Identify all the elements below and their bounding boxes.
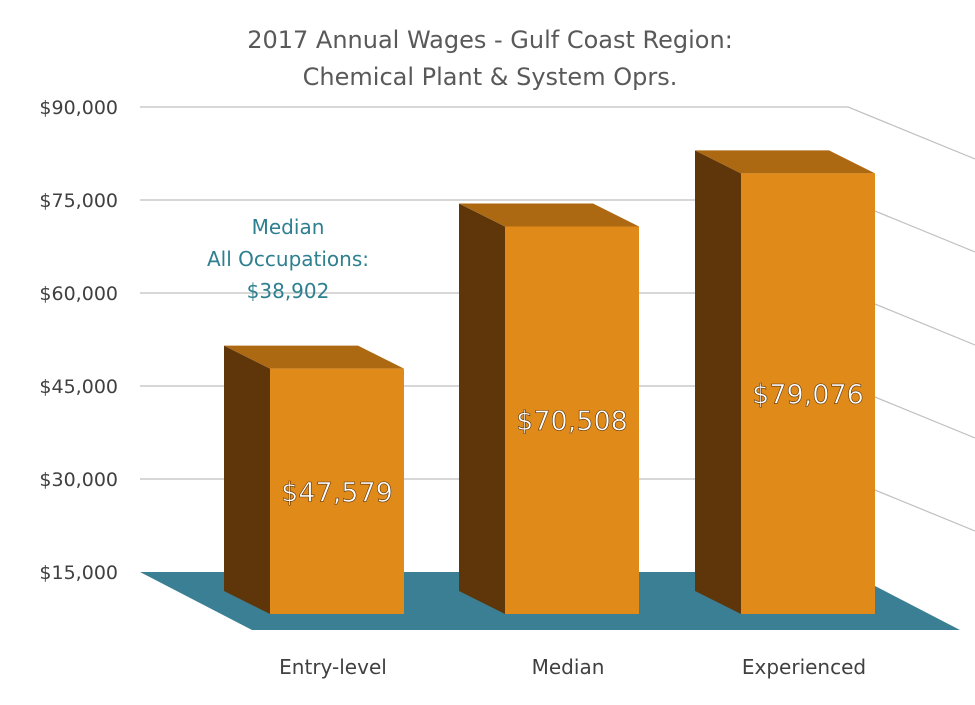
x-category-label: Median — [532, 655, 605, 679]
bar-top-face — [459, 203, 639, 227]
gridline — [140, 106, 975, 160]
bar-top-face — [224, 345, 404, 369]
bar-data-label: $47,579 — [281, 477, 393, 508]
bar-data-label: $79,076 — [752, 380, 864, 411]
bar-front-face — [741, 173, 875, 614]
bar-side-face — [459, 203, 505, 615]
annotation-line-1: Median — [252, 215, 325, 239]
y-tick-label: $60,000 — [39, 283, 118, 305]
bars: $47,579 $70,508 $79,076 — [224, 150, 875, 615]
annotation-median-all-occupations: Median All Occupations: $38,902 — [207, 215, 369, 303]
bar-median: $70,508 — [459, 203, 639, 615]
bar-side-face — [695, 150, 741, 614]
bar-entry-level: $47,579 — [224, 345, 404, 614]
chart-title: 2017 Annual Wages - Gulf Coast Region: — [247, 26, 733, 54]
bar-front-face — [505, 226, 639, 615]
y-tick-label: $30,000 — [39, 469, 118, 491]
x-category-label: Entry-level — [279, 655, 387, 679]
bar-front-face — [270, 368, 404, 614]
x-category-label: Experienced — [742, 655, 866, 679]
y-tick-label: $90,000 — [39, 97, 118, 119]
y-tick-label: $15,000 — [39, 562, 118, 584]
annotation-line-2: All Occupations: — [207, 247, 369, 271]
y-axis-ticks: $15,000 $30,000 $45,000 $60,000 $75,000 $90,0… — [39, 97, 118, 584]
bar-data-label: $70,508 — [516, 406, 628, 437]
bar-experienced: $79,076 — [695, 150, 875, 614]
chart-subtitle: Chemical Plant & System Oprs. — [303, 63, 678, 91]
bar-top-face — [695, 150, 875, 174]
x-axis-categories: Entry-level Median Experienced — [279, 655, 866, 679]
y-tick-label: $75,000 — [39, 190, 118, 212]
annotation-line-3: $38,902 — [247, 279, 330, 303]
y-tick-label: $45,000 — [39, 376, 118, 398]
bar-side-face — [224, 345, 270, 614]
